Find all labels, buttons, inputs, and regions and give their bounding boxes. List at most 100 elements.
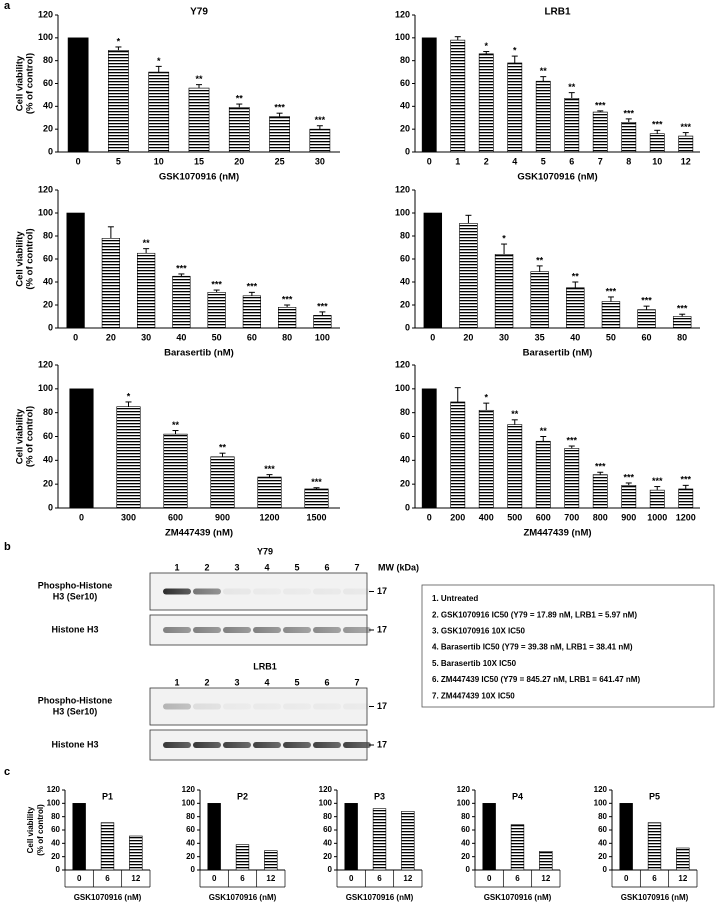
x-tick-label: 12 (681, 156, 691, 166)
bar (535, 440, 551, 509)
y-tick-label: 120 (182, 785, 196, 794)
y-axis-label: Cell viability (26, 806, 35, 853)
panel-label: a (4, 0, 11, 12)
x-tick-label: 12 (541, 874, 550, 883)
x-tick-label: 12 (678, 874, 687, 883)
significance-label: *** (623, 108, 634, 118)
y-tick-label: 120 (319, 785, 333, 794)
significance-label: * (513, 45, 517, 55)
bar (278, 306, 297, 329)
bar (67, 37, 89, 153)
bar (478, 409, 494, 509)
x-tick-label: 20 (234, 156, 244, 166)
bar (482, 803, 496, 871)
significance-label: *** (282, 294, 293, 304)
bar (539, 851, 553, 871)
y-tick-label: 80 (43, 230, 53, 240)
significance-label: ** (219, 443, 227, 453)
x-tick-label: 6 (240, 874, 245, 883)
x-tick-label: 20 (106, 332, 116, 342)
y-tick-label: 20 (400, 299, 410, 309)
y-axis-label: Cell viability (15, 231, 26, 287)
x-tick-label: 5 (541, 156, 546, 166)
x-tick-label: 800 (593, 512, 608, 522)
chart-title: LRB1 (544, 7, 571, 18)
x-tick-label: 6 (105, 874, 110, 883)
x-tick-label: 80 (282, 332, 292, 342)
mw-marker: 17 (377, 624, 387, 634)
x-tick-label: 50 (212, 332, 222, 342)
significance-label: ** (143, 238, 151, 248)
bar (592, 474, 608, 509)
blot-band (223, 588, 251, 595)
y-axis-label: Cell viability (15, 55, 26, 111)
bar (137, 252, 156, 329)
y-tick-label: 100 (38, 32, 53, 42)
y-tick-label: 120 (395, 359, 410, 369)
significance-label: *** (274, 103, 285, 113)
y-axis-label: Cell viability (15, 408, 26, 464)
mw-marker: 17 (377, 739, 387, 749)
x-tick-label: 1500 (306, 512, 326, 522)
bar (210, 456, 235, 509)
bar (207, 803, 221, 871)
significance-label: * (502, 233, 506, 243)
significance-label: *** (247, 282, 258, 292)
x-tick-label: 0 (349, 874, 354, 883)
y-tick-label: 0 (48, 502, 53, 512)
x-tick-label: 10 (154, 156, 164, 166)
lane-label: 6 (324, 562, 329, 572)
bar (148, 71, 170, 153)
y-tick-label: 60 (598, 825, 607, 834)
bar (344, 803, 358, 871)
y-tick-label: 120 (594, 785, 608, 794)
y-tick-label: 60 (51, 825, 60, 834)
y-tick-label: 20 (461, 852, 470, 861)
x-tick-label: 300 (121, 512, 136, 522)
x-tick-label: 4 (512, 156, 517, 166)
lane-label: 3 (234, 677, 239, 687)
blot-band (343, 742, 371, 748)
significance-label: *** (311, 477, 322, 487)
significance-label: *** (606, 286, 617, 296)
y-tick-label: 20 (51, 852, 60, 861)
y-tick-label: 80 (51, 812, 60, 821)
significance-label: *** (652, 476, 663, 486)
x-tick-label: 0 (427, 156, 432, 166)
significance-label: *** (595, 100, 606, 110)
x-tick-label: 0 (430, 332, 435, 342)
bar (676, 847, 690, 871)
bar (637, 309, 656, 329)
bar (566, 287, 585, 329)
y-tick-label: 60 (400, 431, 410, 441)
significance-label: *** (595, 462, 606, 472)
bar (269, 116, 290, 153)
panel-label: b (4, 541, 11, 553)
x-tick-label: 1200 (676, 512, 696, 522)
bar (592, 111, 608, 153)
bar (72, 803, 86, 871)
y-tick-label: 40 (461, 838, 470, 847)
y-tick-label: 40 (186, 838, 195, 847)
blot-band (193, 627, 221, 633)
blot-row-label: H3 (Ser10) (53, 591, 98, 601)
blot-title: Y79 (257, 546, 273, 556)
y-tick-label: 80 (43, 55, 53, 65)
bar (129, 835, 143, 871)
chart-title: P1 (102, 791, 113, 801)
legend-item: 2. GSK1070916 IC50 (Y79 = 17.89 nM, LRB1… (432, 610, 637, 619)
panel-label: c (4, 766, 10, 778)
y-tick-label: 20 (43, 299, 53, 309)
lane-label: 2 (204, 677, 209, 687)
x-tick-label: 6 (652, 874, 657, 883)
blot-band (163, 703, 191, 710)
significance-label: *** (211, 279, 222, 289)
legend-item: 3. GSK1070916 10X IC50 (432, 627, 526, 636)
bar (494, 254, 514, 329)
bar (530, 271, 549, 329)
y-tick-label: 0 (603, 865, 608, 874)
x-tick-label: 1000 (647, 512, 667, 522)
lane-label: 3 (234, 562, 239, 572)
bar (564, 98, 580, 153)
